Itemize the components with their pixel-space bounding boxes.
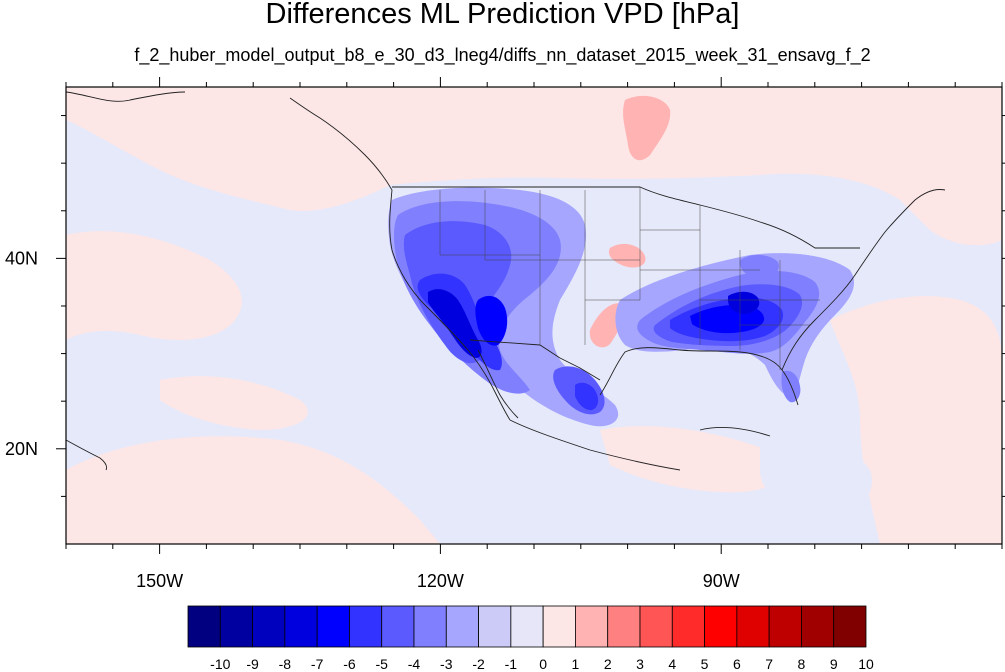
- field-positive-atlantic: [830, 296, 1002, 544]
- colorbar-swatch: [349, 605, 383, 648]
- colorbar-swatch: [284, 605, 318, 648]
- lon-tick-label: 90W: [703, 571, 740, 591]
- coastlines-and-borders: [66, 91, 946, 471]
- colorbar-label: 7: [765, 656, 773, 672]
- field-positive-southwest: [160, 376, 308, 430]
- colorbar-label: 10: [858, 656, 874, 672]
- colorbar-swatch: [445, 605, 479, 648]
- colorbar-label: -8: [279, 656, 292, 672]
- colorbar-label: 8: [798, 656, 806, 672]
- colorbar-label: -7: [311, 656, 324, 672]
- vpd-difference-field: [66, 87, 1002, 544]
- lon-tick-label: 120W: [417, 571, 464, 591]
- field-negative-arizona: [475, 295, 508, 346]
- colorbar-label: -4: [408, 656, 421, 672]
- coastline-east: [781, 189, 946, 371]
- colorbar-swatch: [768, 605, 802, 648]
- colorbar-label: 6: [733, 656, 741, 672]
- field-negative-caribbean: [760, 436, 872, 516]
- axis-ticks: 150W 120W 90W 20N 40N: [5, 77, 1005, 591]
- coastline-gulf: [599, 347, 799, 406]
- state-line-2: [484, 190, 540, 261]
- colorbar-swatch: [381, 605, 415, 648]
- field-positive-north: [66, 87, 1002, 246]
- colorbar-label: -1: [505, 656, 518, 672]
- colorbar-swatch: [510, 605, 544, 648]
- colorbar-swatch: [704, 605, 738, 648]
- coastline-bc: [289, 97, 393, 191]
- field-positive-caribbean: [600, 426, 788, 493]
- coastline-alaska: [66, 91, 186, 102]
- colorbar-swatch: [187, 605, 221, 648]
- colorbar-label: 2: [604, 656, 612, 672]
- lon-tick-label: 150W: [136, 571, 183, 591]
- colorbar-label: -6: [343, 656, 356, 672]
- coastline-us-west: [389, 189, 511, 421]
- colorbar-label: 0: [539, 656, 547, 672]
- field-positive-great-plains: [608, 243, 646, 268]
- field-negative-mexico-core: [575, 382, 599, 411]
- colorbar-label: 3: [636, 656, 644, 672]
- field-positive-south-pacific: [66, 436, 440, 544]
- field-positive-west: [66, 231, 242, 340]
- coastline-mexico-pacific: [509, 419, 681, 471]
- colorbar-label: 4: [668, 656, 676, 672]
- coastline-cuba: [699, 427, 771, 437]
- colorbar-label: -10: [210, 656, 230, 672]
- colorbar-swatch: [413, 605, 447, 648]
- map-title: Differences ML Prediction VPD [hPa]: [265, 0, 740, 30]
- colorbar-label: 5: [701, 656, 709, 672]
- colorbar-swatch: [478, 605, 512, 648]
- colorbar-label: -5: [375, 656, 388, 672]
- colorbar-swatch: [219, 605, 253, 648]
- colorbar-swatch: [736, 605, 770, 648]
- lat-tick-label: 20N: [5, 439, 38, 459]
- field-negative-tennessee: [728, 291, 760, 315]
- colorbar-swatch: [639, 605, 673, 648]
- colorbar-label: 1: [572, 656, 580, 672]
- coastline-baja: [477, 349, 519, 419]
- colorbar-swatch: [542, 605, 576, 648]
- state-boundaries: [439, 187, 820, 370]
- colorbar-swatch: [316, 605, 350, 648]
- colorbar-swatch: [252, 605, 286, 648]
- colorbar-swatch: [833, 605, 867, 648]
- lat-tick-label: 40N: [5, 248, 38, 268]
- field-negative-great-lakes: [739, 254, 779, 278]
- colorbar-swatch: [671, 605, 705, 648]
- colorbar-swatch: [801, 605, 835, 648]
- field-positive-alaska: [623, 95, 671, 161]
- field-negative-california-core: [428, 289, 482, 358]
- field-positive-texas: [589, 303, 625, 348]
- colorbar-label: -3: [440, 656, 453, 672]
- colorbar-swatch: [607, 605, 641, 648]
- colorbar-label: -2: [472, 656, 485, 672]
- colorbar: -10 -9 -8 -7 -6 -5 -4 -3 -2 -1 0 1 2 3 4 5 6 7 8 9 10: [187, 605, 874, 672]
- coastline-hawaii: [66, 439, 108, 471]
- map-subtitle: f_2_huber_model_output_b8_e_30_d3_lneg4/…: [134, 45, 871, 65]
- colorbar-label: -9: [246, 656, 259, 672]
- colorbar-label: 9: [830, 656, 838, 672]
- colorbar-swatch: [575, 605, 609, 648]
- border-us-mexico: [469, 339, 601, 381]
- border-canada-us: [392, 186, 860, 249]
